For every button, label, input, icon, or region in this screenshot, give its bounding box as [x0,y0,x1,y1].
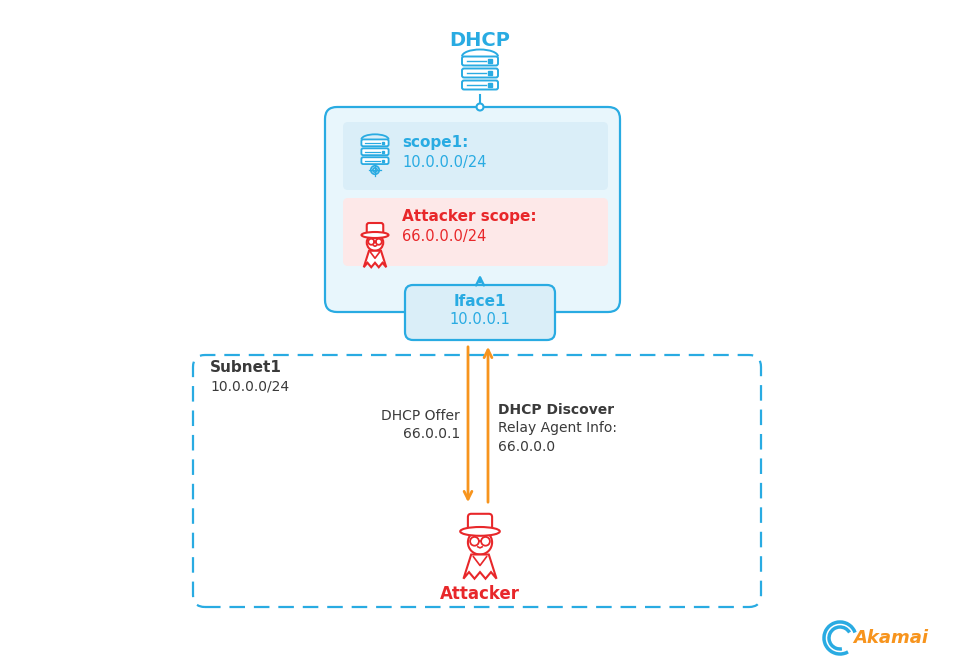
FancyBboxPatch shape [462,81,498,90]
Text: DHCP Discover: DHCP Discover [498,403,614,417]
FancyBboxPatch shape [361,148,389,155]
Text: 66.0.0.0: 66.0.0.0 [498,440,555,454]
Circle shape [476,104,484,110]
Circle shape [470,537,479,546]
Text: Subnet1: Subnet1 [210,360,282,376]
Text: Relay Agent Info:: Relay Agent Info: [498,421,617,435]
Circle shape [375,239,382,245]
Ellipse shape [460,527,500,536]
FancyBboxPatch shape [462,69,498,77]
Circle shape [468,530,492,554]
Polygon shape [364,251,386,267]
Text: Attacker scope:: Attacker scope: [402,209,537,224]
Text: DHCP: DHCP [449,30,511,50]
FancyBboxPatch shape [462,57,498,65]
FancyBboxPatch shape [405,285,555,340]
Text: DHCP Offer: DHCP Offer [381,409,460,423]
FancyBboxPatch shape [361,139,389,147]
Text: 10.0.0.0/24: 10.0.0.0/24 [210,379,289,393]
FancyBboxPatch shape [343,122,608,190]
Text: 10.0.0.0/24: 10.0.0.0/24 [402,154,487,170]
Text: 66.0.0.0/24: 66.0.0.0/24 [402,230,487,244]
Text: Iface1: Iface1 [454,294,506,310]
Polygon shape [464,554,496,579]
Text: scope1:: scope1: [402,135,468,150]
Ellipse shape [362,232,389,238]
Text: 66.0.0.1: 66.0.0.1 [403,427,460,441]
Text: 10.0.0.1: 10.0.0.1 [449,312,511,327]
FancyBboxPatch shape [325,107,620,312]
FancyBboxPatch shape [468,513,492,531]
Circle shape [369,239,374,245]
Circle shape [481,537,490,546]
Text: Attacker: Attacker [440,585,520,603]
Circle shape [367,234,383,251]
FancyBboxPatch shape [367,223,383,235]
FancyBboxPatch shape [343,198,608,266]
FancyBboxPatch shape [361,157,389,164]
Text: Akamai: Akamai [853,629,928,647]
